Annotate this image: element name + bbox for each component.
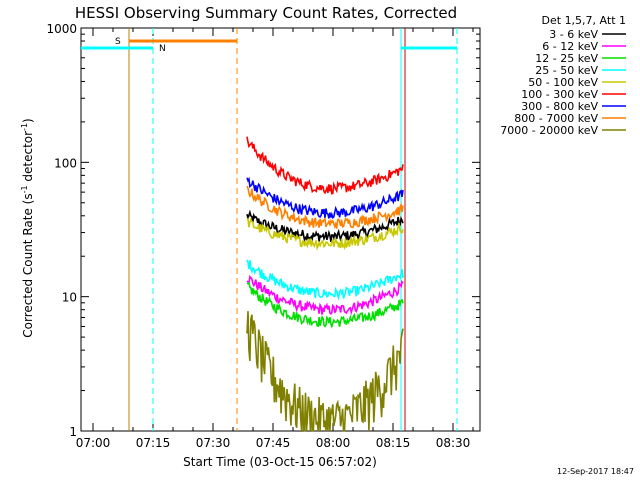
legend-label: 100 - 300 keV <box>521 88 598 101</box>
x-tick-label: 08:00 <box>316 436 351 450</box>
plot-area: 07:00 07:15 07:30 07:45 08:00 08:15 08:30 1 10 10… <box>46 22 481 450</box>
plot-frame <box>80 27 481 432</box>
y-tick-label: 100 <box>54 156 77 170</box>
legend-label: 3 - 6 keV <box>549 28 598 41</box>
x-tick-label: 07:45 <box>256 436 291 450</box>
series-line <box>246 281 404 329</box>
flag-s-label: S <box>115 37 121 47</box>
series-line <box>246 217 404 251</box>
y-tick-label: 1000 <box>46 22 77 36</box>
x-tick-label: 07:15 <box>136 436 171 450</box>
series-line <box>246 136 404 195</box>
legend-label: 300 - 800 keV <box>521 100 598 113</box>
legend-title: Det 1,5,7, Att 1 <box>542 14 626 27</box>
y-tick-label: 10 <box>62 291 77 305</box>
x-tick-label: 07:00 <box>76 436 111 450</box>
timestamp: 12-Sep-2017 18:47 <box>557 467 634 476</box>
y-axis-label: Corrected Count Rate (s-1 detector-1) <box>20 118 35 337</box>
series-line <box>246 185 404 230</box>
legend-label: 50 - 100 keV <box>528 76 598 89</box>
legend-label: 25 - 50 keV <box>535 64 598 77</box>
x-tick-label: 08:15 <box>376 436 411 450</box>
x-axis-label: Start Time (03-Oct-15 06:57:02) <box>183 455 377 469</box>
y-tick-label: 1 <box>69 425 77 439</box>
legend-label: 12 - 25 keV <box>535 52 598 65</box>
x-tick-label: 08:30 <box>436 436 471 450</box>
flag-n-label: N <box>159 44 166 54</box>
series-line <box>246 311 404 432</box>
legend-label: 6 - 12 keV <box>542 40 598 53</box>
series-line <box>246 274 404 316</box>
legend-label: 7000 - 20000 keV <box>500 124 598 137</box>
chart-title: HESSI Observing Summary Count Rates, Cor… <box>75 4 457 22</box>
series-line <box>246 209 404 243</box>
series-line <box>246 259 404 301</box>
x-tick-label: 07:30 <box>196 436 231 450</box>
legend-label: 800 - 7000 keV <box>514 112 598 125</box>
